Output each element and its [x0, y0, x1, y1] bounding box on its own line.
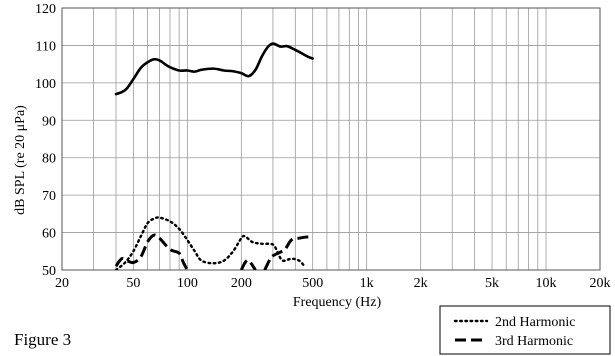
x-tick-label: 10k [536, 276, 557, 291]
x-tick-label: 500 [302, 276, 323, 291]
y-tick-label: 60 [42, 227, 56, 242]
series-line-3rd-harmonic [114, 233, 189, 270]
figure-caption: Figure 3 [14, 330, 72, 349]
plot-frame [61, 7, 601, 271]
y-tick-label: 80 [42, 152, 56, 167]
series-line-2nd-harmonic [114, 216, 306, 270]
y-axis-ticks: 50 60 70 80 90 100 110 120 [35, 2, 56, 279]
x-axis-label: Frequency (Hz) [293, 295, 382, 310]
y-tick-label: 70 [42, 189, 56, 204]
legend-label-3rd-harmonic: 3rd Harmonic [495, 334, 573, 349]
chart-series [114, 42, 314, 270]
x-tick-label: 50 [126, 276, 140, 291]
x-tick-label: 100 [177, 276, 198, 291]
y-tick-label: 110 [36, 39, 56, 54]
chart-legend: 2nd Harmonic 3rd Harmonic [439, 305, 611, 355]
x-tick-label: 1k [360, 276, 374, 291]
y-axis-label: dB SPL (re 20 μPa) [13, 105, 28, 215]
series-line-3rd-harmonic [239, 258, 257, 270]
chart-grid [61, 7, 601, 271]
x-tick-label: 5k [485, 276, 499, 291]
series-line-response [114, 42, 314, 96]
y-tick-label: 90 [42, 114, 56, 129]
legend-box [439, 305, 611, 355]
series-line-3rd-harmonic [263, 235, 313, 270]
y-tick-label: 100 [35, 77, 56, 92]
x-axis-ticks: 20 50 100 200 500 1k 2k 5k 10k 20k [55, 276, 611, 291]
x-tick-label: 20 [55, 276, 69, 291]
y-tick-label: 120 [35, 2, 56, 17]
x-tick-label: 200 [231, 276, 252, 291]
x-tick-label: 2k [414, 276, 428, 291]
x-tick-label: 20k [590, 276, 611, 291]
y-tick-label: 50 [42, 264, 56, 279]
legend-label-2nd-harmonic: 2nd Harmonic [495, 315, 575, 330]
